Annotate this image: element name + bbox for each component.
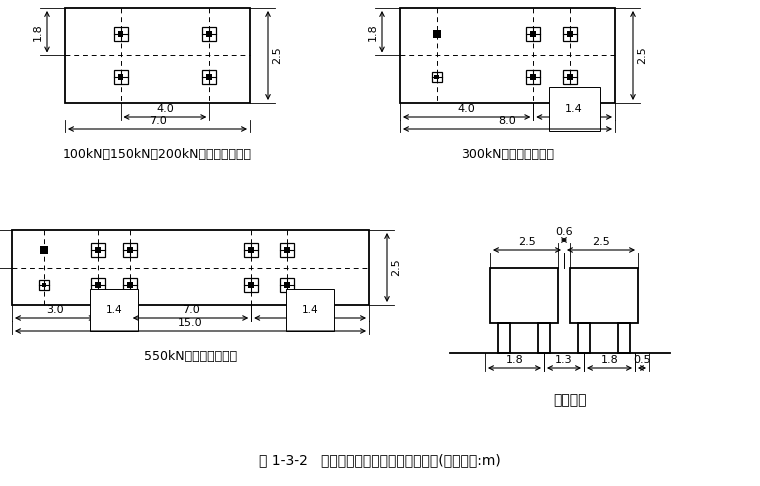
Text: 7.0: 7.0 — [182, 305, 199, 315]
Bar — [90, 243, 105, 257]
Bar — [207, 74, 212, 80]
Bar — [118, 74, 123, 80]
Bar — [123, 243, 137, 257]
Bar — [95, 282, 100, 288]
Bar — [280, 243, 294, 257]
Bar — [123, 278, 137, 292]
Text: 2.5: 2.5 — [272, 47, 282, 64]
Text: 2.5: 2.5 — [592, 237, 610, 247]
Text: 0.5: 0.5 — [633, 355, 651, 365]
Bar — [567, 74, 573, 80]
Text: 1.4: 1.4 — [106, 305, 122, 315]
Text: 1.4: 1.4 — [565, 104, 583, 114]
Text: 8.0: 8.0 — [499, 116, 516, 126]
Text: 1.8: 1.8 — [368, 23, 378, 41]
Bar — [578, 323, 590, 353]
Text: 0.6: 0.6 — [556, 227, 573, 237]
Text: 1.8: 1.8 — [33, 23, 43, 41]
Bar — [113, 27, 128, 41]
Text: 4.0: 4.0 — [458, 104, 476, 114]
Bar — [249, 282, 254, 288]
Bar — [127, 282, 133, 288]
Bar — [118, 31, 123, 36]
Bar — [526, 27, 540, 41]
Text: 2.5: 2.5 — [391, 259, 401, 277]
Bar — [12, 230, 369, 305]
Bar — [618, 323, 630, 353]
Bar — [530, 74, 537, 80]
Bar — [42, 283, 46, 287]
Bar — [526, 70, 540, 85]
Bar — [538, 323, 550, 353]
Bar — [90, 278, 105, 292]
Text: 15.0: 15.0 — [178, 318, 203, 328]
Text: 300kN汽车的平面尺寸: 300kN汽车的平面尺寸 — [461, 148, 554, 161]
Text: 1.4: 1.4 — [302, 305, 318, 315]
Bar — [490, 268, 558, 323]
Bar — [432, 30, 441, 37]
Text: 3.0: 3.0 — [46, 305, 64, 315]
Bar — [432, 72, 442, 82]
Bar — [563, 70, 577, 85]
Bar — [280, 278, 294, 292]
Text: 图 1-3-2   各级汽车的平面尺寸和横向布置(尺寸单位:m): 图 1-3-2 各级汽车的平面尺寸和横向布置(尺寸单位:m) — [259, 453, 501, 467]
Bar — [127, 247, 133, 253]
Text: 1.3: 1.3 — [556, 355, 573, 365]
Bar — [563, 27, 577, 41]
Text: 1.8: 1.8 — [505, 355, 524, 365]
Bar — [249, 247, 254, 253]
Bar — [244, 278, 258, 292]
Text: 横向布置: 横向布置 — [553, 393, 587, 407]
Text: 100kN、150kN、200kN汽车的平面尺寸: 100kN、150kN、200kN汽车的平面尺寸 — [63, 148, 252, 161]
Bar — [400, 8, 615, 103]
Bar — [284, 247, 290, 253]
Bar — [39, 280, 49, 290]
Text: 550kN汽车的平面尺寸: 550kN汽车的平面尺寸 — [144, 350, 237, 363]
Text: 2.5: 2.5 — [637, 47, 647, 64]
Text: 2.5: 2.5 — [518, 237, 536, 247]
Text: 4.0: 4.0 — [156, 104, 174, 114]
Bar — [244, 243, 258, 257]
Bar — [65, 8, 250, 103]
Text: 1.8: 1.8 — [600, 355, 619, 365]
Bar — [40, 246, 48, 254]
Bar — [284, 282, 290, 288]
Bar — [113, 70, 128, 85]
Bar — [202, 70, 217, 85]
Bar — [207, 31, 212, 36]
Bar — [498, 323, 510, 353]
Bar — [435, 75, 439, 79]
Bar — [202, 27, 217, 41]
Bar — [567, 31, 573, 36]
Bar — [570, 268, 638, 323]
Text: 7.0: 7.0 — [149, 116, 166, 126]
Bar — [95, 247, 100, 253]
Bar — [530, 31, 537, 36]
